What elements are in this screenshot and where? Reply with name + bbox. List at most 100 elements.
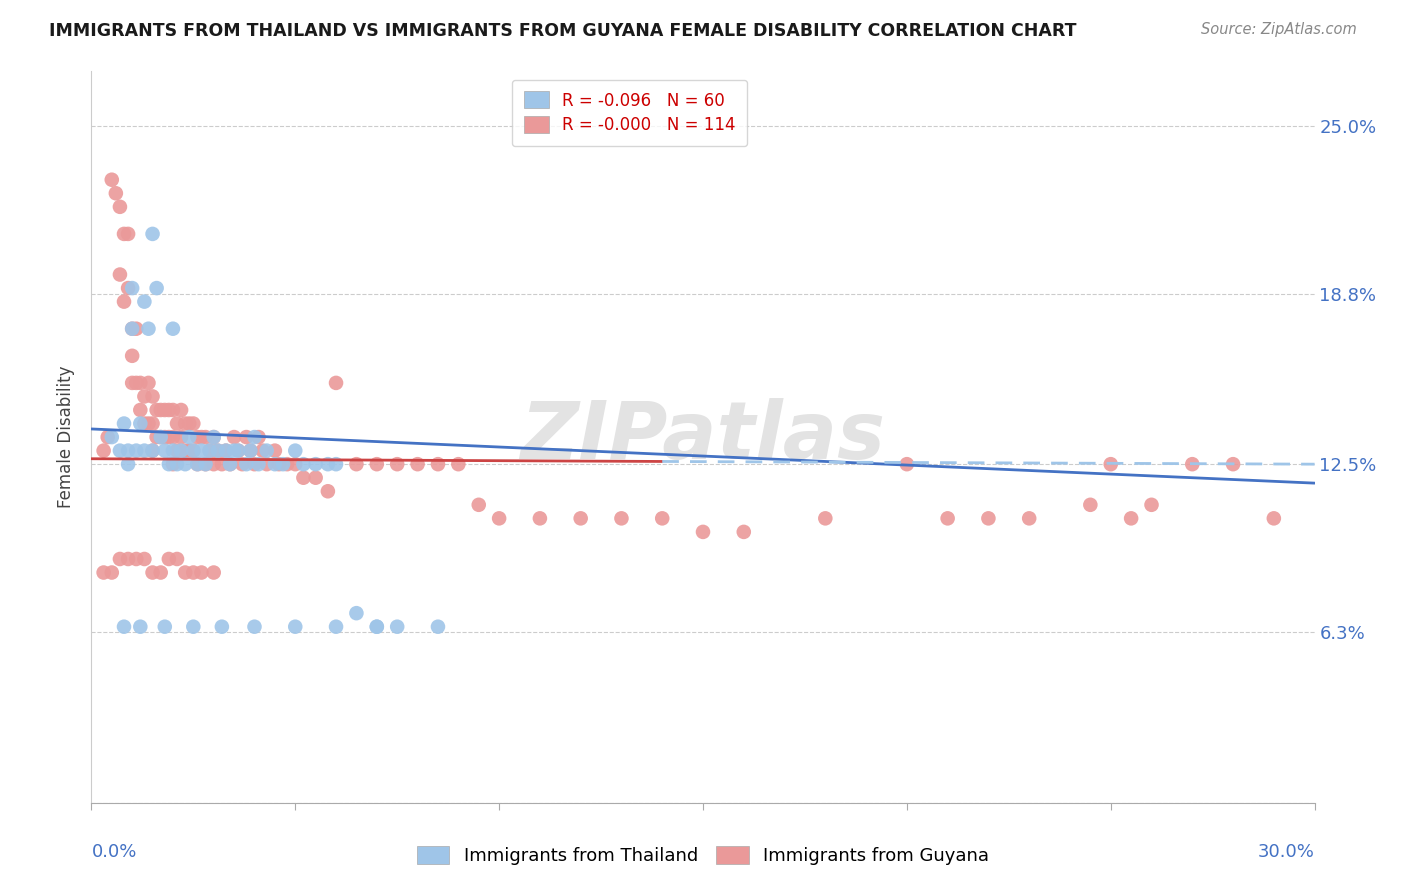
Point [174,457,197,471]
Point [896,457,918,471]
Point [235,457,257,471]
Legend: Immigrants from Thailand, Immigrants from Guyana: Immigrants from Thailand, Immigrants fro… [408,837,998,874]
Point [108,552,131,566]
Point [304,471,326,485]
Point [129,376,152,390]
Point [198,443,221,458]
Point [112,294,135,309]
Point [1099,457,1122,471]
Point [186,457,208,471]
Point [427,457,450,471]
Point [366,620,388,634]
Point [117,281,139,295]
Point [121,322,143,336]
Point [138,376,160,390]
Point [271,457,294,471]
Point [153,620,176,634]
Point [202,457,225,471]
Point [117,552,139,566]
Point [125,376,148,390]
Point [222,443,246,458]
Point [97,430,120,444]
Point [170,443,193,458]
Point [183,620,205,634]
Point [194,430,217,444]
Point [219,457,242,471]
Text: Source: ZipAtlas.com: Source: ZipAtlas.com [1201,22,1357,37]
Point [1263,511,1285,525]
Point [112,227,135,241]
Point [316,484,339,499]
Point [162,403,184,417]
Point [292,457,315,471]
Point [121,349,143,363]
Point [1222,457,1244,471]
Point [179,417,201,431]
Point [211,457,233,471]
Point [385,457,409,471]
Point [247,430,270,444]
Point [141,443,163,458]
Point [264,443,287,458]
Point [125,552,148,566]
Point [733,524,755,539]
Point [610,511,633,525]
Point [149,566,172,580]
Point [325,620,347,634]
Point [239,443,262,458]
Point [814,511,837,525]
Point [121,376,143,390]
Point [157,457,180,471]
Point [112,417,135,431]
Point [222,430,246,444]
Point [108,200,131,214]
Point [215,443,238,458]
Point [252,443,274,458]
Point [101,430,124,444]
Point [170,430,193,444]
Point [276,457,298,471]
Point [125,322,148,336]
Point [153,443,176,458]
Point [101,172,124,186]
Point [190,566,212,580]
Point [569,511,592,525]
Point [162,457,184,471]
Point [190,430,212,444]
Point [256,443,278,458]
Point [325,457,347,471]
Point [346,606,368,620]
Point [243,620,266,634]
Point [226,443,249,458]
Point [202,430,225,444]
Point [129,620,152,634]
Point [211,620,233,634]
Point [346,457,368,471]
Point [174,566,197,580]
Point [183,443,205,458]
Point [1140,498,1163,512]
Point [977,511,1000,525]
Point [149,403,172,417]
Legend: R = -0.096   N = 60, R = -0.000   N = 114: R = -0.096 N = 60, R = -0.000 N = 114 [512,79,747,146]
Point [219,457,242,471]
Text: 30.0%: 30.0% [1258,843,1315,861]
Point [157,403,180,417]
Point [117,227,139,241]
Point [231,457,253,471]
Point [292,471,315,485]
Point [121,281,143,295]
Point [194,457,217,471]
Point [170,403,193,417]
Y-axis label: Female Disability: Female Disability [58,366,76,508]
Point [529,511,551,525]
Point [215,443,238,458]
Point [108,443,131,458]
Point [166,457,188,471]
Point [467,498,491,512]
Point [153,430,176,444]
Point [104,186,127,201]
Point [166,552,188,566]
Point [117,443,139,458]
Point [235,430,257,444]
